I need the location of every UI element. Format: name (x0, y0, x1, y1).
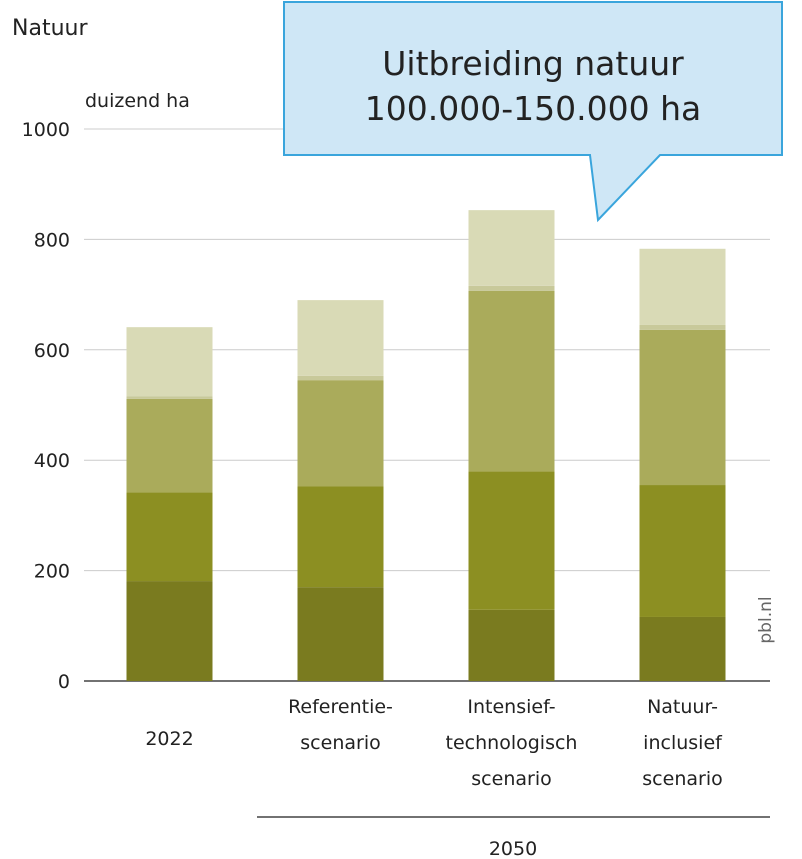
y-tick-label: 600 (34, 340, 70, 362)
y-tick-label: 400 (34, 450, 70, 472)
x-tick-label: Referentie- (288, 696, 393, 718)
bar-segment (297, 486, 384, 588)
bar-segment (126, 581, 213, 681)
bar-segment (468, 471, 555, 610)
x-tick-label: scenario (300, 732, 380, 754)
bar-segment (126, 396, 213, 399)
x-tick-label: inclusief (643, 732, 723, 754)
callout-text: 100.000-150.000 ha (365, 89, 701, 128)
x-tick-label: Intensief- (467, 696, 555, 718)
bar-segment (126, 327, 213, 397)
y-tick-label: 800 (34, 229, 70, 251)
y-tick-label: 1000 (22, 119, 70, 141)
bar-segment (639, 485, 726, 617)
bar-segment (297, 587, 384, 681)
bar-segment (639, 329, 726, 486)
bar-segment (468, 609, 555, 681)
x-tick-label: scenario (471, 768, 551, 790)
bar-segment (639, 324, 726, 330)
bar-segment (126, 492, 213, 582)
y-tick-label: 200 (34, 561, 70, 583)
chart-title: Natuur (12, 16, 88, 41)
bar-segment (468, 210, 555, 286)
callout-text: Uitbreiding natuur (382, 44, 684, 83)
x-tick-label: technologisch (446, 732, 578, 754)
bar-segment (126, 398, 213, 493)
bar-segment (639, 616, 726, 681)
bar-segment (468, 285, 555, 291)
bar-segment (468, 290, 555, 472)
callout (283, 1, 783, 223)
x-tick-label: scenario (642, 768, 722, 790)
y-axis-label: duizend ha (85, 90, 190, 112)
x-tick-label: Natuur- (647, 696, 718, 718)
source: pbl.nl (756, 596, 776, 643)
bar-segment (297, 380, 384, 487)
y-tick-label: 0 (58, 671, 70, 693)
group-label: 2050 (489, 838, 537, 859)
bar-segment (297, 300, 384, 376)
bar-segment (639, 248, 726, 325)
bar-segment (297, 375, 384, 381)
x-tick-label: 2022 (145, 728, 193, 750)
